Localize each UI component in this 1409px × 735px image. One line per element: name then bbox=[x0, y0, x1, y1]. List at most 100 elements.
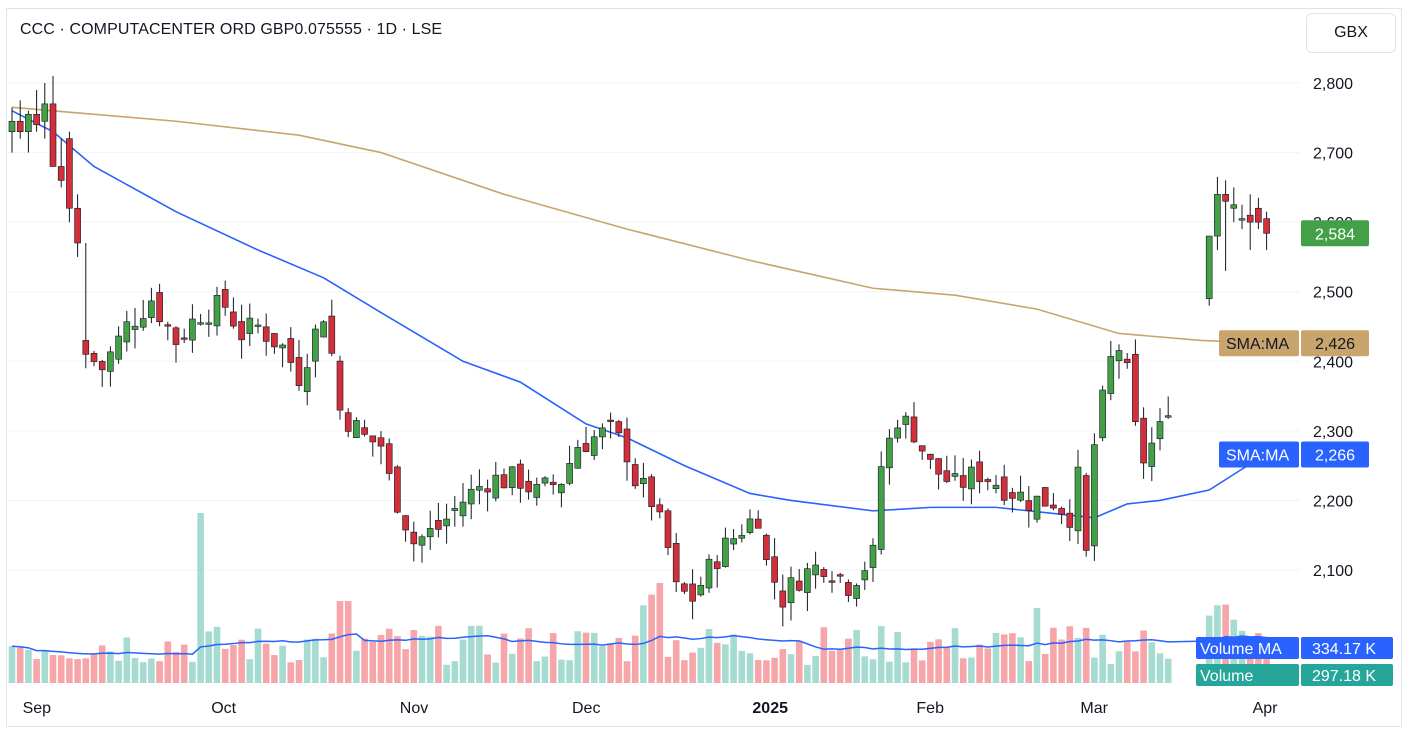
volume-bar bbox=[1164, 658, 1172, 683]
sma-50-polyline bbox=[11, 110, 1268, 519]
candle-body bbox=[435, 519, 442, 530]
y-tick-label: 2,400 bbox=[1313, 354, 1353, 371]
candle-body bbox=[1009, 492, 1016, 499]
candle-body bbox=[115, 335, 122, 360]
candle-body bbox=[1082, 475, 1090, 551]
candle-body bbox=[886, 437, 893, 469]
candle-body bbox=[1246, 214, 1254, 223]
volume-bar bbox=[861, 656, 869, 683]
currency-button[interactable]: GBX bbox=[1306, 13, 1396, 53]
candle-body bbox=[90, 352, 98, 362]
candle-body bbox=[1041, 487, 1049, 507]
candle-body bbox=[189, 318, 196, 341]
candle-body bbox=[205, 322, 213, 325]
candle-body bbox=[238, 321, 245, 341]
candle-body bbox=[148, 300, 155, 318]
volume-bar bbox=[615, 637, 623, 683]
volume-bar bbox=[918, 660, 926, 683]
candle-body bbox=[1074, 466, 1082, 532]
volume-ma-badge-name: Volume MA bbox=[1200, 641, 1282, 658]
candle-body bbox=[66, 138, 73, 209]
volume-bar bbox=[221, 648, 229, 683]
candle-body bbox=[943, 470, 951, 482]
volume-bar bbox=[992, 632, 1000, 683]
candle-body bbox=[344, 412, 352, 432]
volume-bar bbox=[98, 645, 106, 683]
volume-bar bbox=[320, 657, 327, 683]
candle-body bbox=[1066, 512, 1074, 528]
volume-bar bbox=[1074, 637, 1082, 683]
volume-bar bbox=[131, 657, 139, 683]
x-tick-label: 2025 bbox=[752, 700, 788, 717]
candle-body bbox=[197, 322, 204, 325]
volume-bar bbox=[287, 662, 295, 683]
candle-body bbox=[1205, 235, 1213, 299]
volume-bar bbox=[57, 655, 65, 683]
candles bbox=[8, 76, 1270, 627]
volume-bar bbox=[33, 659, 40, 683]
candle-body bbox=[320, 321, 327, 338]
volume-bar bbox=[1000, 634, 1008, 683]
candle-body bbox=[672, 543, 680, 583]
volume-bar bbox=[66, 658, 73, 683]
candle-body bbox=[353, 420, 360, 439]
x-tick-label: Nov bbox=[400, 700, 428, 717]
candle-body bbox=[689, 583, 696, 602]
y-tick-label: 2,100 bbox=[1313, 563, 1353, 580]
volume-bar bbox=[508, 653, 516, 683]
volume-badge-name: Volume bbox=[1200, 668, 1253, 685]
volume-bar bbox=[664, 656, 672, 683]
candle-body bbox=[845, 582, 852, 596]
candle-body bbox=[508, 466, 516, 488]
volume-bar bbox=[779, 649, 787, 683]
volume-bar bbox=[1246, 644, 1254, 683]
candle-body bbox=[1050, 504, 1057, 509]
volume-ma-badge-value: 334.17 K bbox=[1312, 641, 1376, 658]
volume-bar bbox=[623, 661, 631, 683]
volume-bar bbox=[705, 628, 713, 683]
candle-body bbox=[795, 580, 803, 591]
candle-body bbox=[295, 357, 303, 386]
candle-body bbox=[836, 574, 844, 577]
volume-bar bbox=[549, 633, 557, 683]
volume-bar bbox=[656, 583, 664, 683]
candle-body bbox=[1115, 350, 1123, 362]
volume-bar bbox=[115, 660, 122, 683]
volume-bar bbox=[205, 631, 213, 683]
volume-bar bbox=[156, 661, 163, 683]
volume-bar bbox=[246, 659, 254, 683]
candle-body bbox=[590, 436, 598, 456]
volume-bar bbox=[123, 637, 131, 683]
candle-body bbox=[123, 321, 131, 343]
volume-bar bbox=[968, 657, 975, 683]
sma-200-badge-value: 2,426 bbox=[1315, 336, 1355, 353]
candle-body bbox=[861, 570, 869, 581]
volume-bar bbox=[312, 638, 319, 683]
volume-bar bbox=[377, 634, 385, 683]
volume-bar bbox=[500, 633, 508, 683]
volume-bar bbox=[820, 627, 828, 683]
candle-body bbox=[681, 583, 688, 592]
candle-body bbox=[312, 328, 319, 362]
candle-body bbox=[180, 337, 188, 340]
volume-bar bbox=[344, 601, 352, 683]
chart-title: CCC · COMPUTACENTER ORD GBP0.075555 · 1D… bbox=[20, 21, 443, 38]
volume-bar bbox=[1058, 639, 1065, 683]
candle-body bbox=[959, 475, 967, 488]
last-price-badge-value-bg bbox=[1301, 220, 1369, 247]
candle-body bbox=[812, 564, 819, 576]
candle-body bbox=[894, 427, 901, 439]
candle-body bbox=[1230, 204, 1238, 209]
volume-bar bbox=[943, 647, 951, 683]
sma-50-badge-name-bg bbox=[1219, 441, 1299, 468]
volume-bar bbox=[1148, 642, 1156, 683]
volume-bar bbox=[107, 651, 114, 683]
volume-bar bbox=[984, 648, 992, 683]
candle-body bbox=[599, 427, 606, 438]
volume-bar bbox=[279, 645, 286, 683]
candle-body bbox=[1222, 194, 1229, 202]
volume-bar bbox=[869, 659, 877, 683]
volume-bar bbox=[574, 631, 582, 683]
volume-bar bbox=[1107, 664, 1115, 683]
